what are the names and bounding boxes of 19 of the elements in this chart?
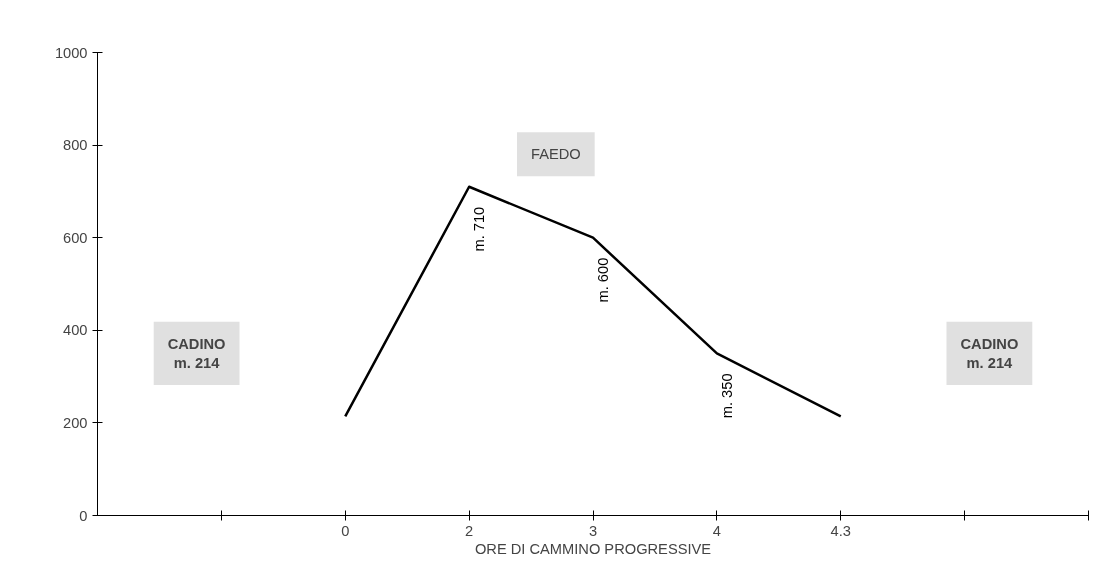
y-tick-label: 1000	[54, 44, 88, 61]
x-tick-label: 0	[341, 522, 350, 539]
data-label: m. 600	[595, 257, 611, 303]
x-tick-label: 4.3	[830, 522, 851, 539]
y-tick-label: 0	[79, 507, 88, 524]
annotation: FAEDO	[531, 146, 581, 163]
x-tick-label: 4	[712, 522, 721, 539]
y-tick-label: 600	[63, 229, 88, 246]
annotation: CADINO m. 214	[167, 335, 226, 372]
data-label: m. 710	[471, 206, 488, 252]
x-axis-title: ORE DI CAMMINO PROGRESSIVE	[474, 540, 712, 557]
x-tick-label: 2	[465, 522, 474, 539]
data-label: m. 350	[718, 373, 735, 419]
y-tick-label: 400	[63, 322, 88, 339]
line-series	[344, 185, 842, 418]
x-tick-label: 3	[588, 522, 598, 539]
y-tick-label: 200	[63, 414, 88, 431]
y-tick-label: 800	[63, 137, 88, 154]
annotation: CADINO m. 214	[960, 335, 1019, 372]
